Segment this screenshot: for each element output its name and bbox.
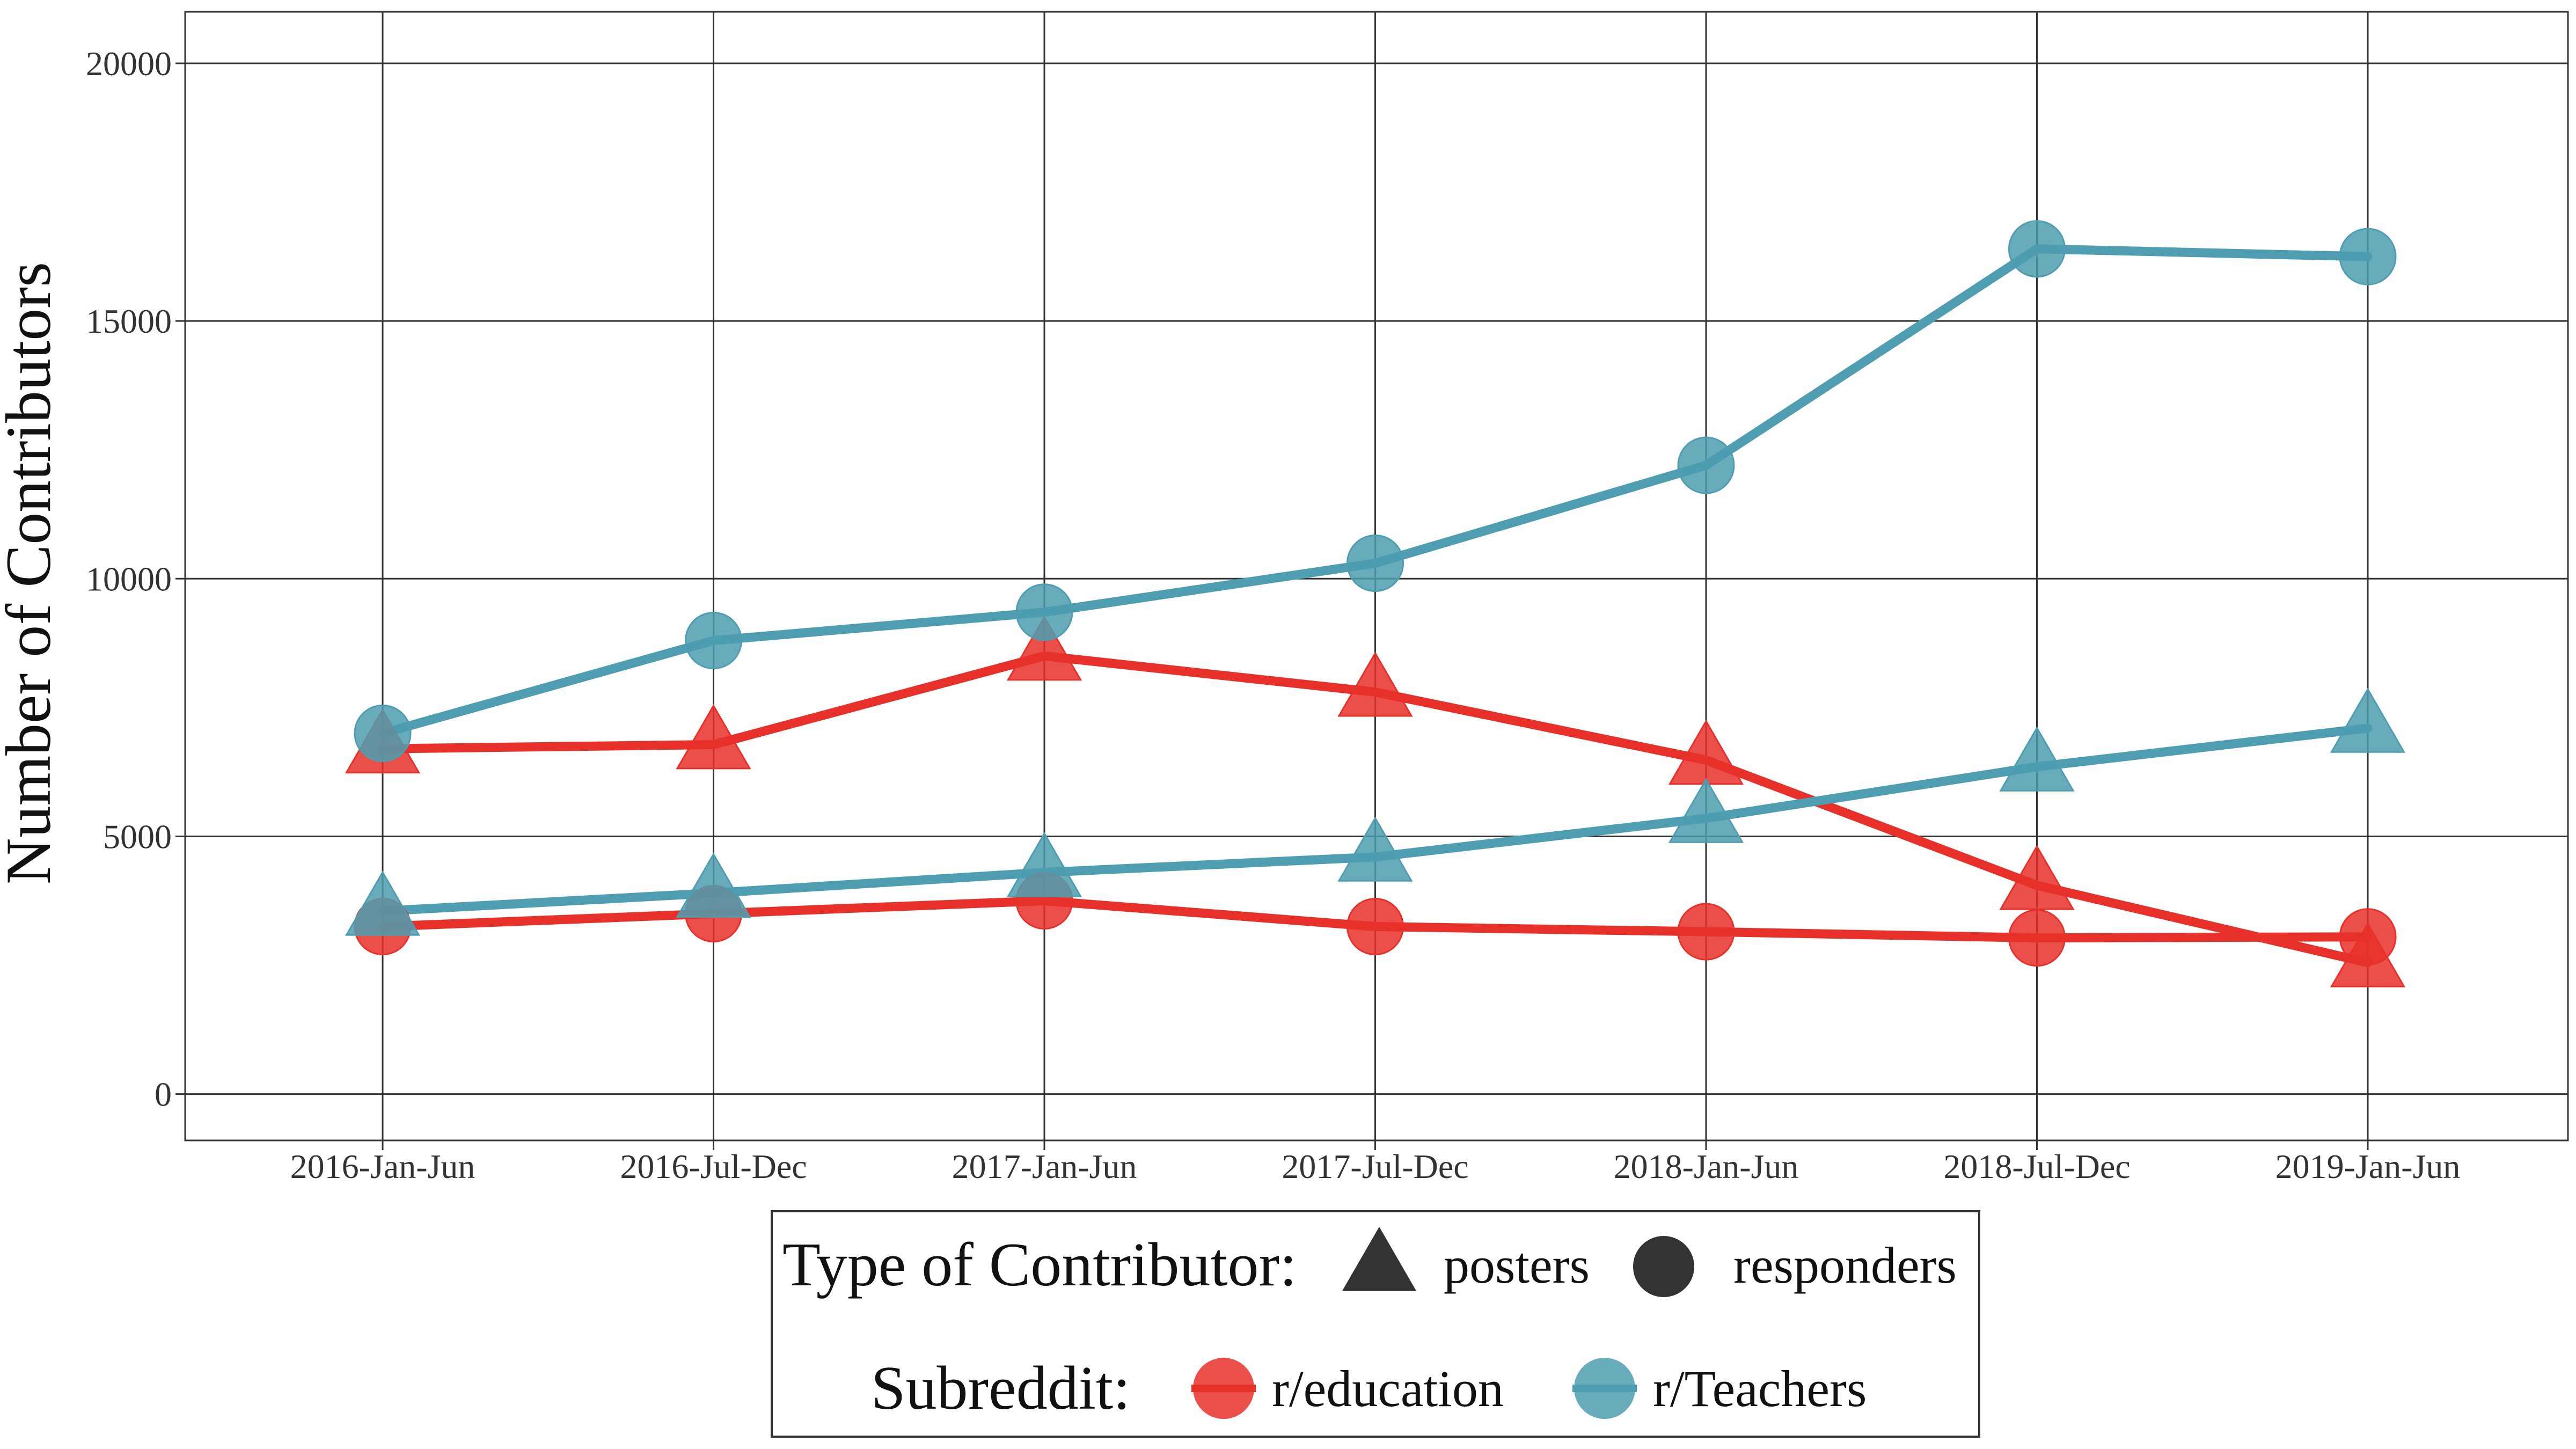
plot-panel (184, 11, 2569, 1141)
data-point-circle (354, 704, 412, 762)
y-tick-label: 10000 (86, 560, 172, 598)
data-point-triangle (1999, 726, 2075, 792)
x-tick-label: 2018-Jan-Jun (1614, 1147, 1799, 1185)
legend-key-circle (1633, 1236, 1694, 1297)
series-points (345, 220, 2406, 987)
data-point-triangle (676, 852, 751, 918)
data-point-triangle (676, 704, 751, 770)
y-tick-label: 20000 (86, 45, 172, 83)
x-tick-label: 2019-Jan-Jun (2275, 1147, 2461, 1185)
x-tick-label: 2018-Jul-Dec (1943, 1147, 2130, 1185)
axis-ticks: 0 5000 10000 15000 20000 2016-Jan-Jun 2016-Jul… (86, 45, 2460, 1185)
data-point-circle (2008, 909, 2066, 967)
legend-subreddit-title: Subreddit: (871, 1354, 1130, 1423)
data-point-triangle (1337, 652, 1413, 717)
legend-type-label: responders (1733, 1236, 1957, 1294)
data-point-triangle (1668, 778, 1744, 843)
data-point-circle (685, 612, 742, 670)
data-point-triangle (345, 870, 421, 936)
data-point-circle (1015, 583, 1073, 641)
data-point-triangle (1999, 845, 2075, 910)
y-axis-title: Number of Contributors (0, 262, 64, 884)
y-tick-label: 0 (155, 1075, 172, 1114)
legend-subreddit-label: r/Teachers (1653, 1360, 1867, 1417)
data-point-circle (2008, 220, 2066, 278)
y-tick-label: 15000 (86, 302, 172, 340)
data-point-circle (1677, 903, 1735, 961)
x-tick-label: 2016-Jan-Jun (290, 1147, 475, 1185)
legend-key-triangle (1342, 1226, 1416, 1291)
data-point-triangle (1337, 816, 1413, 882)
data-point-circle (2339, 228, 2397, 286)
data-point-circle (2339, 908, 2397, 966)
data-point-circle (1346, 897, 1404, 955)
legend-type-title: Type of Contributor: (782, 1231, 1297, 1299)
x-tick-label: 2017-Jan-Jun (952, 1147, 1137, 1185)
x-tick-label: 2016-Jul-Dec (620, 1147, 807, 1185)
legend-type-label: posters (1444, 1236, 1590, 1294)
legend: Type of Contributor: Subreddit: posters r… (771, 1210, 1980, 1438)
legend-subreddit-label: r/education (1272, 1360, 1504, 1417)
data-point-circle (1346, 534, 1404, 592)
data-point-triangle (2330, 687, 2406, 753)
data-point-triangle (1006, 832, 1082, 897)
data-point-circle (1677, 436, 1735, 494)
x-tick-label: 2017-Jul-Dec (1282, 1147, 1468, 1185)
data-point-triangle (1006, 615, 1082, 681)
y-tick-label: 5000 (103, 817, 172, 855)
